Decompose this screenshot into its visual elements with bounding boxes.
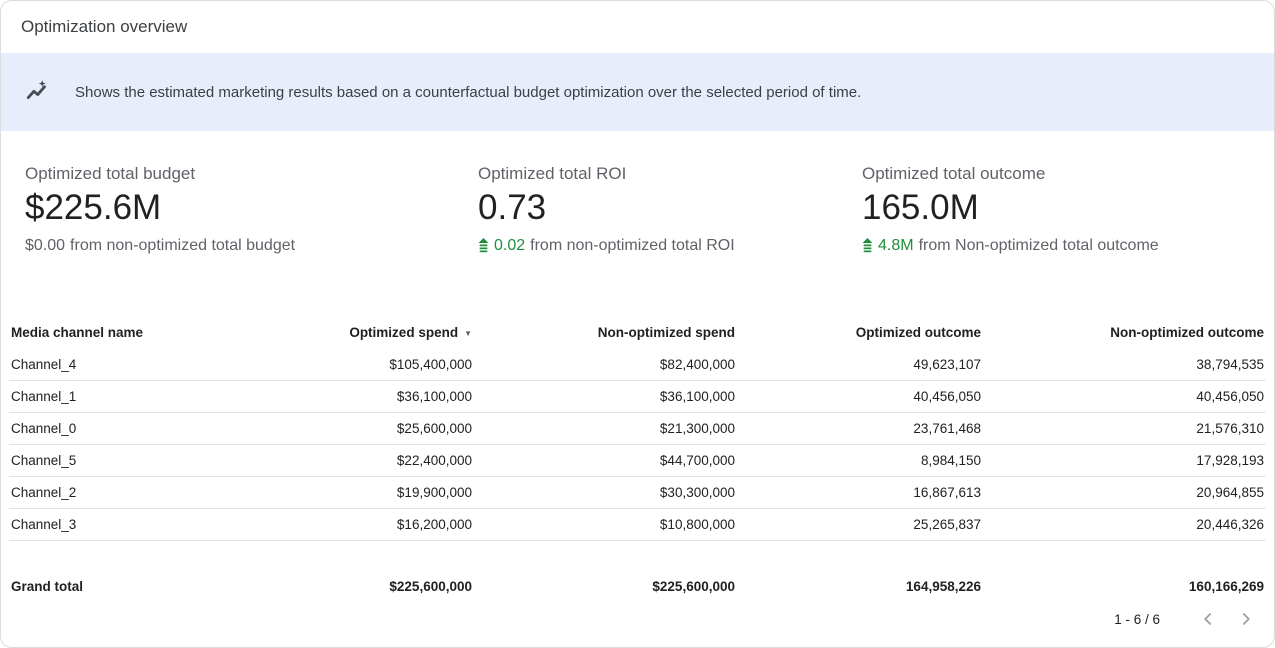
- kpi-label: Optimized total budget: [25, 164, 196, 183]
- kpi-value: $225.6M: [25, 188, 162, 227]
- pagination: 1 - 6 / 6: [1, 594, 1274, 631]
- kpi-optimized-total-budget: Optimized total budget $225.6M $0.00 fro…: [25, 164, 478, 255]
- table-body: Channel_4 $105,400,000 $82,400,000 49,623,1…: [9, 348, 1266, 595]
- table-header-row: Media channel name Optimized spend ▼ Non-op…: [9, 319, 1266, 349]
- arrow-up-icon: [862, 238, 873, 253]
- kpi-delta: $0.00 from non-optimized total budget: [25, 237, 478, 255]
- banner-text: Shows the estimated marketing results ba…: [75, 83, 862, 101]
- table-cell: 8,984,150: [737, 444, 983, 478]
- table-cell: Channel_1: [9, 380, 221, 414]
- previous-page-button[interactable]: [1196, 607, 1220, 631]
- table-cell: 38,794,535: [983, 348, 1266, 382]
- table-row: Channel_4 $105,400,000 $82,400,000 49,623,1…: [9, 348, 1266, 382]
- table-cell: $25,600,000: [221, 412, 474, 446]
- page-title: Optimization overview: [21, 17, 188, 36]
- table-cell: $105,400,000: [221, 348, 474, 382]
- kpi-optimized-total-roi: Optimized total ROI 0.73 0.02 from non-o…: [478, 164, 862, 255]
- table-cell: 40,456,050: [737, 380, 983, 414]
- table-cell: 49,623,107: [737, 348, 983, 382]
- table-cell: $22,400,000: [221, 444, 474, 478]
- table-cell: $16,200,000: [221, 508, 474, 542]
- kpi-value: 0.73: [478, 188, 547, 227]
- table-cell: $36,100,000: [474, 380, 737, 414]
- table-row: Channel_2 $19,900,000 $30,300,000 16,867,61…: [9, 476, 1266, 510]
- trend-sparkle-icon: [25, 79, 51, 105]
- grand-total-cell: 164,958,226: [905, 579, 981, 595]
- optimization-table: Media channel name Optimized spend ▼ Non-op…: [9, 319, 1266, 595]
- grand-total-row: Grand total $225,600,000 $225,600,000 164,9…: [9, 541, 1266, 595]
- grand-total-cell: Grand total: [11, 579, 84, 595]
- table-cell: 20,964,855: [983, 476, 1266, 510]
- table-cell: Channel_2: [9, 476, 221, 510]
- table-cell: Channel_0: [9, 412, 221, 446]
- column-header[interactable]: Non-optimized spend: [597, 324, 735, 340]
- column-header[interactable]: Optimized outcome: [855, 324, 981, 340]
- table-row: Channel_5 $22,400,000 $44,700,000 8,984,150…: [9, 444, 1266, 478]
- kpi-value: 165.0M: [862, 188, 979, 227]
- kpi-label: Optimized total outcome: [862, 164, 1046, 183]
- kpi-delta: 0.02 from non-optimized total ROI: [478, 237, 862, 255]
- column-header[interactable]: Optimized spend ▼: [349, 324, 472, 340]
- table-cell: $19,900,000: [221, 476, 474, 510]
- table-cell: 40,456,050: [983, 380, 1266, 414]
- table-cell: $30,300,000: [474, 476, 737, 510]
- table-cell: Channel_3: [9, 508, 221, 542]
- kpi-delta-amount: $0.00: [25, 236, 66, 254]
- table-cell: 25,265,837: [737, 508, 983, 542]
- sort-desc-icon: ▼: [464, 328, 472, 338]
- chevron-right-icon: [1242, 613, 1250, 626]
- page-range-label: 1 - 6 / 6: [1114, 611, 1160, 627]
- table-row: Channel_1 $36,100,000 $36,100,000 40,456,05…: [9, 380, 1266, 414]
- grand-total-cell: $225,600,000: [652, 579, 735, 595]
- arrow-up-icon: [478, 238, 489, 253]
- column-header[interactable]: Non-optimized outcome: [1110, 324, 1264, 340]
- kpi-delta-text: from Non-optimized total outcome: [918, 236, 1159, 254]
- table-cell: 21,576,310: [983, 412, 1266, 446]
- info-banner: Shows the estimated marketing results ba…: [1, 53, 1274, 131]
- table-row: Channel_0 $25,600,000 $21,300,000 23,761,46…: [9, 412, 1266, 446]
- grand-total-cell: $225,600,000: [389, 579, 472, 595]
- next-page-button[interactable]: [1234, 607, 1258, 631]
- column-header[interactable]: Media channel name: [11, 324, 144, 340]
- table-cell: $21,300,000: [474, 412, 737, 446]
- table-cell: 17,928,193: [983, 444, 1266, 478]
- table-cell: 16,867,613: [737, 476, 983, 510]
- grand-total-cell: 160,166,269: [1188, 579, 1264, 595]
- table-cell: Channel_4: [9, 348, 221, 382]
- kpi-delta: 4.8M from Non-optimized total outcome: [862, 237, 1274, 255]
- card-header: Optimization overview: [1, 1, 1274, 53]
- kpi-optimized-total-outcome: Optimized total outcome 165.0M 4.8M from…: [862, 164, 1274, 255]
- kpi-delta-text: from non-optimized total ROI: [530, 236, 735, 254]
- chevron-left-icon: [1204, 613, 1212, 626]
- kpi-delta-text: from non-optimized total budget: [70, 236, 296, 254]
- table-cell: 23,761,468: [737, 412, 983, 446]
- kpi-delta-amount: 4.8M: [878, 236, 914, 254]
- table-cell: 20,446,326: [983, 508, 1266, 542]
- table-cell: $82,400,000: [474, 348, 737, 382]
- kpi-label: Optimized total ROI: [478, 164, 627, 183]
- table-row: Channel_3 $16,200,000 $10,800,000 25,265,83…: [9, 508, 1266, 542]
- table-cell: Channel_5: [9, 444, 221, 478]
- kpi-row: Optimized total budget $225.6M $0.00 fro…: [1, 131, 1274, 255]
- kpi-delta-amount: 0.02: [494, 236, 526, 254]
- table-cell: $44,700,000: [474, 444, 737, 478]
- table-cell: $10,800,000: [474, 508, 737, 542]
- table-cell: $36,100,000: [221, 380, 474, 414]
